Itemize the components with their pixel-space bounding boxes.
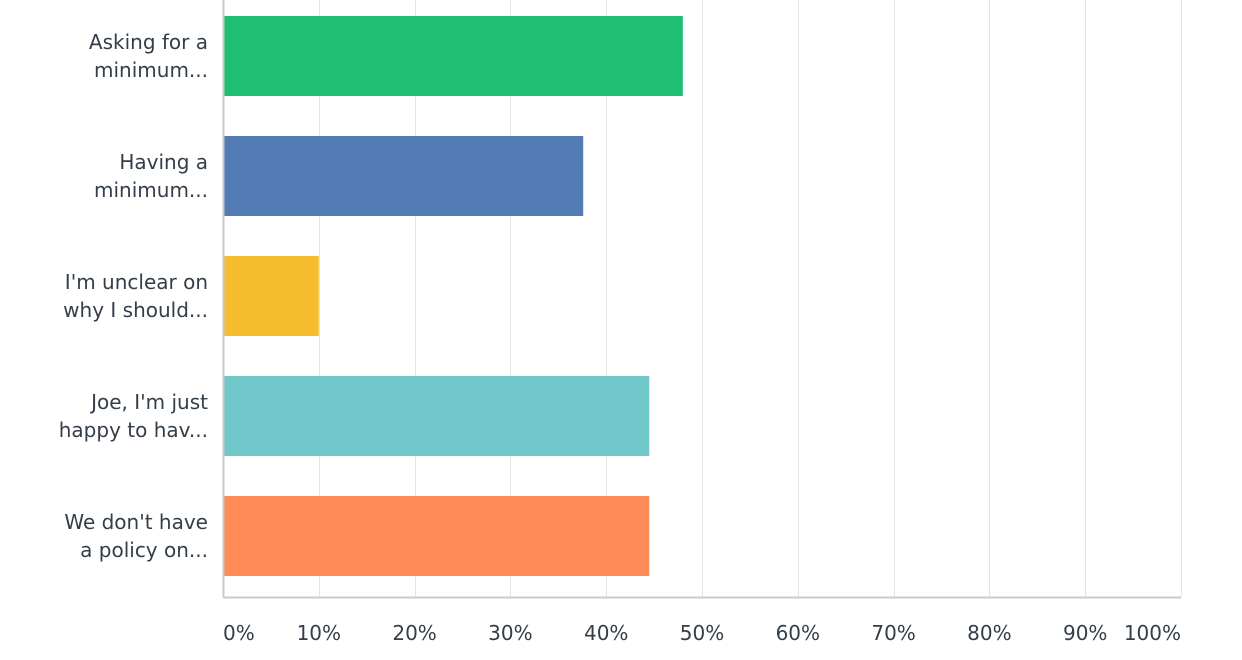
x-tick-label: 10% (297, 621, 341, 645)
bar (224, 496, 650, 576)
category-label-line: Asking for a (89, 30, 208, 54)
x-tick-label: 20% (392, 621, 436, 645)
x-tick-label: 100% (1124, 621, 1181, 645)
category-label-line: minimum... (94, 58, 208, 82)
x-tick-label: 0% (223, 621, 255, 645)
x-tick-label: 70% (871, 621, 915, 645)
category-label: We don't have a policy on... (64, 510, 208, 562)
category-label-line: happy to hav... (59, 418, 208, 442)
bar (224, 256, 319, 336)
x-tick-label: 30% (488, 621, 532, 645)
category-label-line: I'm unclear on (65, 270, 208, 294)
x-tick-labels: 0% 10% 20% 30% 40% 50% 60% 70% 80% 90% 100% (223, 621, 1181, 645)
category-label: Joe, I'm just happy to hav... (59, 390, 208, 442)
category-label: Having a minimum... (94, 150, 208, 202)
bar (224, 376, 650, 456)
x-tick-label: 80% (967, 621, 1011, 645)
category-label-line: a policy on... (80, 538, 208, 562)
category-label-line: Having a (119, 150, 208, 174)
category-label-line: Joe, I'm just (89, 390, 208, 414)
x-tick-label: 40% (584, 621, 628, 645)
category-label-line: why I should... (63, 298, 208, 322)
gridlines (319, 0, 1182, 597)
category-label-line: minimum... (94, 178, 208, 202)
x-tick-label: 90% (1063, 621, 1107, 645)
bar (224, 16, 683, 96)
bars (224, 16, 683, 576)
category-label: I'm unclear on why I should... (63, 270, 208, 322)
bar (224, 136, 584, 216)
category-labels: Asking for a minimum... Having a minimum...… (59, 30, 208, 562)
category-label: Asking for a minimum... (89, 30, 208, 82)
x-tick-label: 50% (680, 621, 724, 645)
x-tick-label: 60% (776, 621, 820, 645)
category-label-line: We don't have (64, 510, 208, 534)
axes (222, 0, 1181, 599)
